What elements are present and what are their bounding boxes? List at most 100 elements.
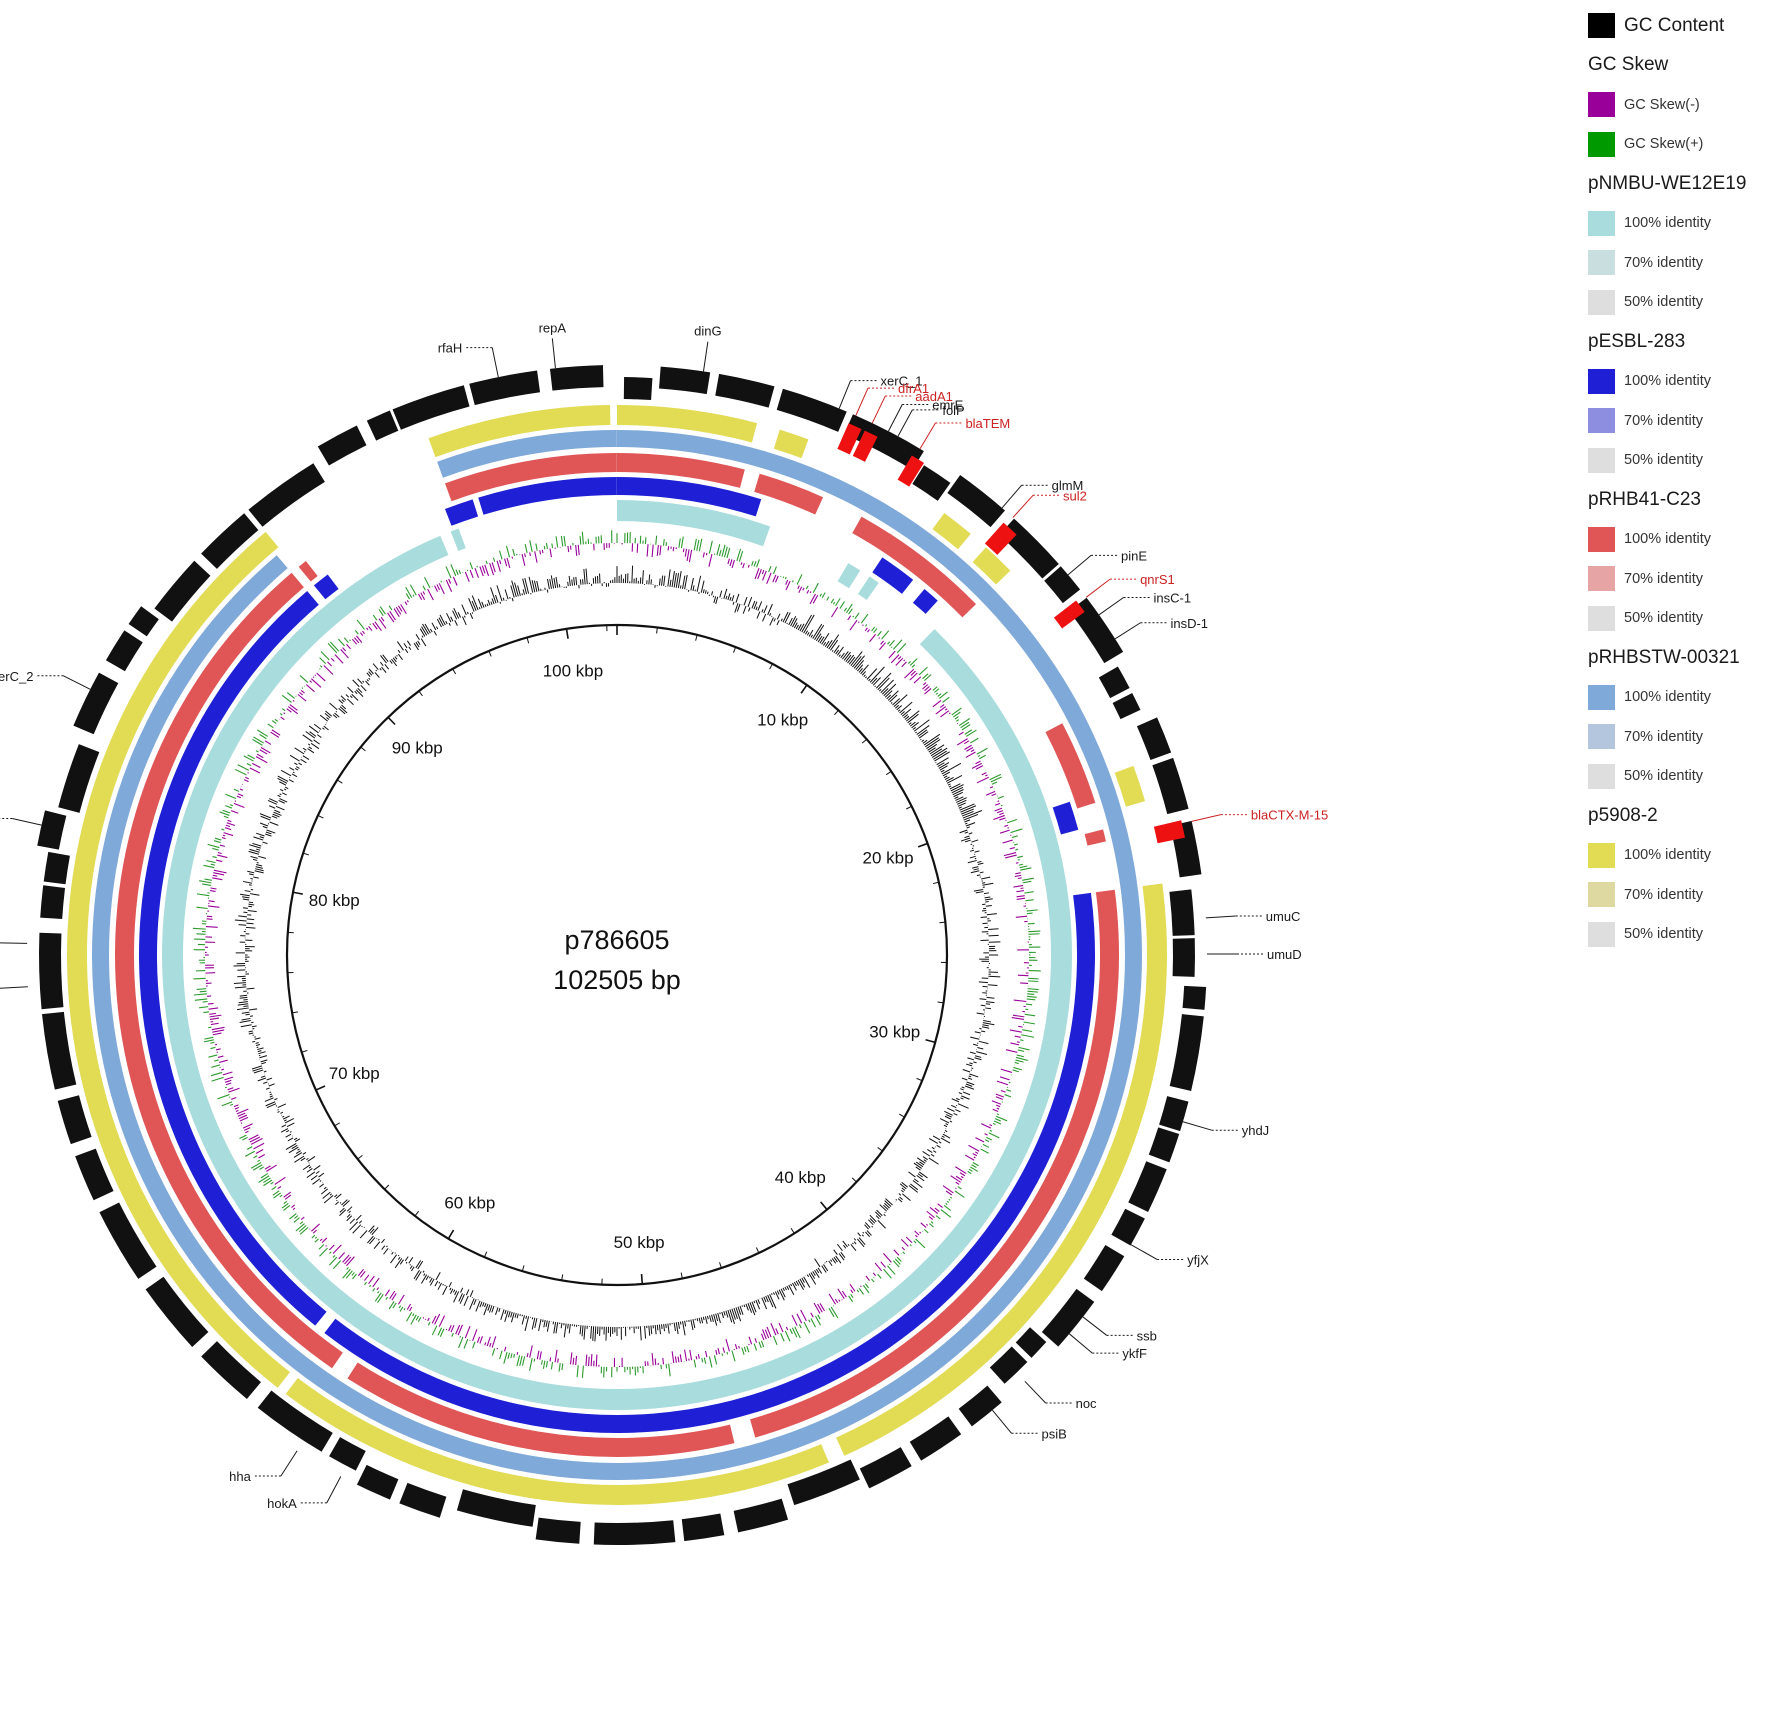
identity-segment — [750, 889, 1119, 1438]
tick-mark — [820, 1201, 828, 1211]
gene-label-umuC: umuC — [1266, 909, 1301, 924]
legend: GC Content GC Skew GC Skew(-) GC Skew(+) pNM… — [1588, 6, 1768, 954]
cds-feature — [37, 810, 67, 850]
identity-segment — [617, 500, 771, 547]
legend-row: pESBL-283 — [1588, 322, 1768, 362]
gene-leader-line — [871, 395, 886, 424]
legend-label: 50% identity — [1624, 768, 1703, 785]
cds-feature — [58, 744, 100, 813]
legend-label: pNMBU-WE12E19 — [1588, 172, 1747, 194]
gene-leader-line — [1067, 555, 1092, 576]
tick-mark — [885, 770, 892, 776]
tick-mark — [925, 1038, 936, 1044]
tick-label: 100 kbp — [543, 661, 604, 680]
identity-segment — [428, 405, 611, 458]
cds-feature — [73, 672, 119, 735]
cds-feature — [42, 1011, 77, 1090]
cds-feature — [659, 366, 711, 395]
legend-row: 100% identity — [1588, 836, 1768, 876]
gene-label-insC-1: insC-1 — [1154, 591, 1192, 606]
gene-label-dfrA1: dfrA1 — [898, 381, 929, 396]
gene-leader-line — [1182, 1121, 1212, 1131]
identity-segment — [852, 516, 977, 618]
identity-segment — [478, 477, 617, 515]
legend-row: 50% identity — [1588, 283, 1768, 323]
gene-leader-line — [12, 818, 42, 826]
cds-feature — [1041, 1288, 1095, 1347]
cds-track — [37, 365, 1207, 1546]
cds-feature — [99, 1202, 157, 1279]
gene-label-dinG: dinG — [694, 324, 721, 339]
tick-mark — [315, 1085, 326, 1091]
gene-leader-line — [1191, 814, 1222, 822]
cds-feature — [1169, 1014, 1204, 1092]
circular-plasmid-map: 10 kbp 20 kbp 30 kbp 40 kbp 50 kbp 60 kbp 70 k… — [0, 320, 1328, 1546]
cds-feature — [1148, 1127, 1180, 1163]
legend-row: GC Skew — [1588, 46, 1768, 86]
legend-swatch — [1588, 882, 1615, 908]
tick-mark — [937, 1001, 944, 1004]
cds-feature — [1152, 757, 1189, 815]
identity-segment — [347, 1362, 735, 1458]
legend-row: p5908-2 — [1588, 796, 1768, 836]
gene-label-rfaH: rfaH — [438, 341, 463, 356]
resistance-gene-feature — [837, 423, 862, 455]
gene-label-hha: hha — [229, 1469, 251, 1484]
legend-swatch — [1588, 566, 1615, 592]
legend-swatch — [1588, 289, 1615, 315]
tick-mark — [755, 1247, 760, 1254]
identity-segment — [1045, 723, 1096, 809]
cds-feature — [535, 1517, 581, 1544]
gene-label-emrE: emrE — [932, 398, 963, 413]
gene-label-sul2: sul2 — [1063, 488, 1087, 503]
cds-feature — [1112, 692, 1141, 720]
plasmid-name: p786605 — [564, 925, 669, 955]
tick-mark — [357, 1155, 363, 1160]
gene-label-folP: folP — [942, 403, 964, 418]
legend-label: 70% identity — [1624, 570, 1703, 587]
legend-label: GC Content — [1624, 14, 1725, 36]
gene-label-xerC_1: xerC_1 — [881, 374, 923, 389]
legend-label: 100% identity — [1624, 373, 1712, 390]
tick-label: 70 kbp — [329, 1064, 380, 1083]
tick-label: 80 kbp — [309, 891, 360, 910]
gene-label-yfjX: yfjX — [1187, 1252, 1209, 1267]
identity-segment — [837, 563, 861, 589]
tick-mark — [561, 1274, 564, 1281]
tick-mark — [452, 668, 457, 675]
cds-feature — [57, 1095, 92, 1145]
tick-label: 30 kbp — [869, 1022, 920, 1041]
tick-mark — [769, 663, 773, 670]
legend-row: GC Skew(+) — [1588, 125, 1768, 165]
cds-feature — [989, 1346, 1028, 1384]
legend-label: p5908-2 — [1588, 804, 1658, 826]
legend-swatch — [1588, 13, 1615, 39]
tick-mark — [733, 646, 737, 653]
gene-leader-line — [838, 380, 851, 409]
cds-feature — [154, 560, 211, 622]
gene-leader-line — [326, 1476, 342, 1504]
legend-swatch — [1588, 921, 1615, 947]
gene-leader-line — [855, 387, 869, 416]
legend-row: 70% identity — [1588, 243, 1768, 283]
cds-feature — [329, 1437, 366, 1471]
resistance-gene-feature — [984, 522, 1017, 555]
identity-segment — [66, 531, 290, 1388]
tick-mark — [917, 842, 928, 848]
cds-feature — [844, 414, 924, 470]
tick-mark — [861, 738, 868, 744]
gene-label-noc: noc — [1076, 1396, 1097, 1411]
cds-feature — [549, 365, 604, 391]
legend-label: 50% identity — [1624, 610, 1703, 627]
cds-feature — [1111, 1208, 1145, 1246]
identity-segment — [872, 557, 914, 594]
gene-label-xerC_2: xerC_2 — [0, 669, 33, 684]
tick-mark — [360, 746, 366, 752]
legend-label: 100% identity — [1624, 847, 1712, 864]
tick-mark — [906, 805, 912, 810]
identity-segment — [972, 547, 1011, 585]
tick-mark — [387, 716, 396, 726]
identity-segment — [1114, 765, 1146, 807]
gene-label-umuD: umuD — [1267, 947, 1302, 962]
gene-leader-line — [919, 422, 936, 450]
